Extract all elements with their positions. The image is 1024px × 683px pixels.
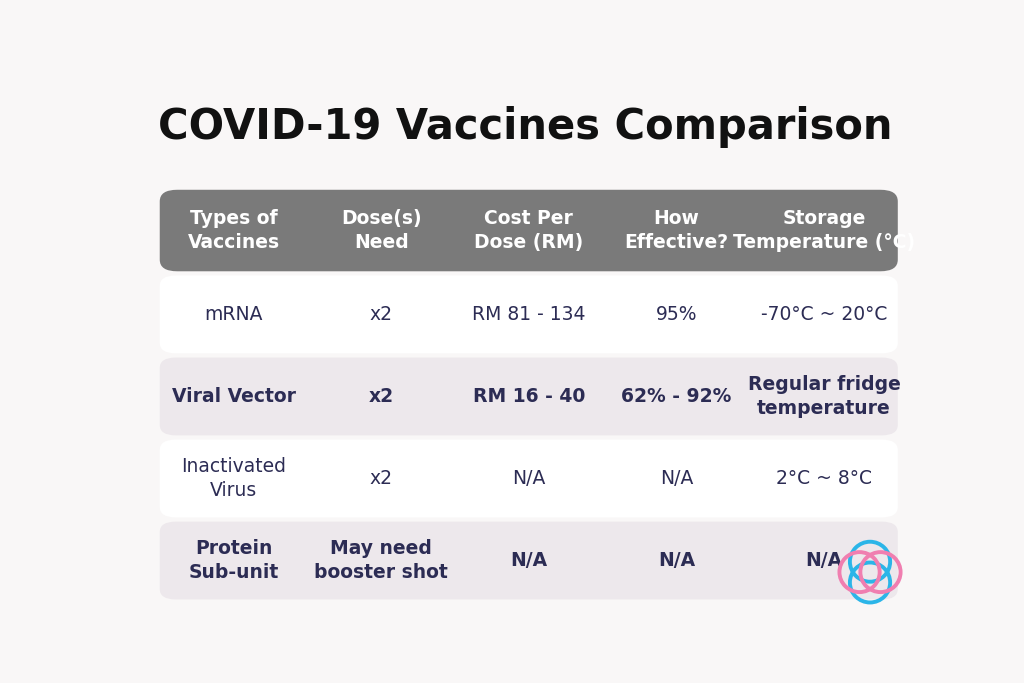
- Text: N/A: N/A: [806, 551, 843, 570]
- Text: Protein
Sub-unit: Protein Sub-unit: [188, 540, 279, 582]
- Text: 95%: 95%: [655, 305, 697, 324]
- Text: How
Effective?: How Effective?: [625, 209, 728, 252]
- Text: N/A: N/A: [659, 469, 693, 488]
- FancyBboxPatch shape: [160, 357, 898, 435]
- Text: N/A: N/A: [510, 551, 548, 570]
- Text: Regular fridge
temperature: Regular fridge temperature: [748, 375, 900, 418]
- Text: x2: x2: [370, 469, 392, 488]
- Text: RM 16 - 40: RM 16 - 40: [473, 387, 585, 406]
- Text: Inactivated
Virus: Inactivated Virus: [181, 457, 286, 500]
- Text: -70°C ~ 20°C: -70°C ~ 20°C: [761, 305, 887, 324]
- Text: May need
booster shot: May need booster shot: [314, 540, 449, 582]
- Text: N/A: N/A: [512, 469, 546, 488]
- Text: RM 81 - 134: RM 81 - 134: [472, 305, 586, 324]
- Text: Types of
Vaccines: Types of Vaccines: [187, 209, 280, 252]
- Text: Storage
Temperature (°C): Storage Temperature (°C): [733, 209, 915, 252]
- Text: x2: x2: [369, 387, 393, 406]
- Text: COVID-19 Vaccines Comparison: COVID-19 Vaccines Comparison: [158, 106, 892, 148]
- Text: Dose(s)
Need: Dose(s) Need: [341, 209, 422, 252]
- FancyBboxPatch shape: [160, 522, 898, 600]
- Text: mRNA: mRNA: [205, 305, 263, 324]
- FancyBboxPatch shape: [160, 440, 898, 518]
- Text: Viral Vector: Viral Vector: [172, 387, 296, 406]
- Text: 2°C ~ 8°C: 2°C ~ 8°C: [776, 469, 872, 488]
- FancyBboxPatch shape: [160, 275, 898, 353]
- FancyBboxPatch shape: [160, 190, 898, 271]
- Text: Cost Per
Dose (RM): Cost Per Dose (RM): [474, 209, 584, 252]
- Text: N/A: N/A: [657, 551, 695, 570]
- Text: 62% - 92%: 62% - 92%: [622, 387, 731, 406]
- Text: x2: x2: [370, 305, 392, 324]
